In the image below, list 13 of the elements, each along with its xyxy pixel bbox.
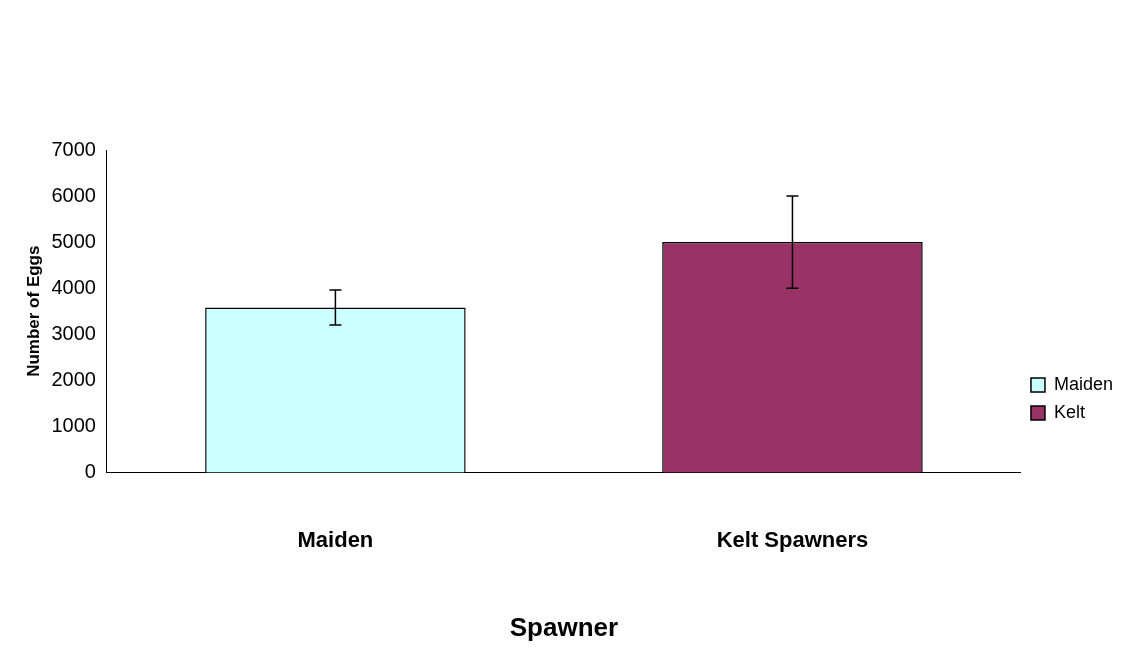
y-axis-title: Number of Eggs [23,245,43,377]
x-tick-label: Kelt Spawners [716,526,869,552]
y-tick-label: 2000 [51,367,96,390]
y-tick-label: 7000 [51,137,96,160]
legend-label: Maiden [1053,373,1114,394]
y-tick-label: 1000 [51,413,96,436]
y-tick-label: 0 [84,459,96,482]
y-tick-label: 5000 [51,229,96,252]
legend-label: Kelt [1053,401,1085,422]
y-tick-label: 6000 [51,183,96,206]
y-tick-label: 4000 [51,275,96,298]
y-tick-label: 3000 [51,321,96,344]
x-axis-title: Spawner [509,611,619,642]
